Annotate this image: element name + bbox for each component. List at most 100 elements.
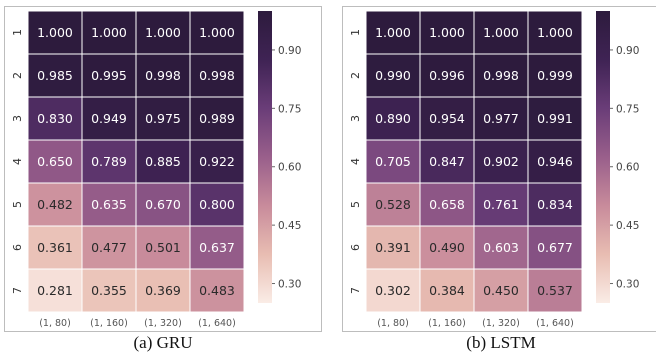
heatmap-cell [366,97,420,140]
heatmap-cell [190,183,244,226]
heatmap-cell [136,11,190,54]
heatmap-cell [28,269,82,312]
cell-value-label: 0.890 [375,111,411,126]
colorbar-tick-label: 0.60 [278,162,301,174]
cell-value-label: 0.830 [37,111,73,126]
heatmap-cell [474,11,528,54]
cell-value-label: 0.922 [199,154,235,169]
heatmap-cell [28,226,82,269]
cell-value-label: 0.482 [37,197,73,212]
cell-value-label: 0.483 [199,283,235,298]
cell-value-label: 0.705 [375,154,411,169]
heatmap-cell [474,140,528,183]
y-tick-label: 6 [349,244,362,251]
heatmap-cell [82,226,136,269]
heatmap-cell [528,54,582,97]
y-tick-label: 4 [349,158,362,165]
colorbar-tick-label: 0.45 [278,220,301,232]
lstm-caption: (b) LSTM [466,333,536,352]
cell-value-label: 0.995 [91,68,127,83]
cell-value-label: 0.670 [145,197,181,212]
cell-value-label: 0.537 [537,283,573,298]
x-tick-label: (1, 160) [90,318,128,329]
x-tick-label: (1, 80) [39,318,71,329]
heatmap-cell [28,140,82,183]
colorbar-tick-label: 0.90 [616,45,639,57]
cell-value-label: 0.946 [537,154,573,169]
heatmap-cell [82,54,136,97]
heatmap-cell [528,183,582,226]
heatmap-cell [136,183,190,226]
lstm-heatmap: 1.000 1.000 1.000 1.000 0.990 0.996 0.998 0.999… [349,11,639,329]
colorbar-tick-label: 0.30 [278,279,301,291]
heatmap-cell [82,183,136,226]
heatmap-cell [136,54,190,97]
y-tick-label: 1 [11,29,24,36]
y-tick-label: 7 [11,287,24,294]
cell-value-label: 0.355 [91,283,127,298]
heatmap-cell [28,11,82,54]
heatmap-cell [528,97,582,140]
heatmap-cell [474,269,528,312]
y-tick-label: 1 [349,29,362,36]
heatmap-cell [82,97,136,140]
heatmap-cell [366,140,420,183]
y-tick-label: 2 [11,72,24,79]
cell-value-label: 0.450 [483,283,519,298]
gru-heatmap-frame: 1.000 1.000 1.000 1.000 0.985 0.995 0.998 0.998… [4,6,322,332]
cell-value-label: 0.999 [537,68,573,83]
cell-value-label: 0.302 [375,283,411,298]
cell-value-label: 0.391 [375,240,411,255]
cell-value-label: 0.991 [537,111,573,126]
cell-value-label: 0.658 [429,197,465,212]
heatmap-cell [82,11,136,54]
cell-value-label: 0.637 [199,240,235,255]
cell-value-label: 0.998 [145,68,181,83]
cell-value-label: 1.000 [537,25,573,40]
cell-value-label: 0.902 [483,154,519,169]
heatmap-cell [366,269,420,312]
cell-value-label: 0.989 [199,111,235,126]
heatmap-cell [82,269,136,312]
heatmap-cell [420,54,474,97]
heatmap-cell [420,226,474,269]
colorbar-tick-label: 0.75 [278,103,301,115]
cell-value-label: 0.369 [145,283,181,298]
gru-caption: (a) GRU [133,333,193,352]
cell-value-label: 1.000 [199,25,235,40]
cell-value-label: 0.603 [483,240,519,255]
y-tick-label: 4 [11,158,24,165]
y-tick-label: 3 [11,115,24,122]
cell-value-label: 1.000 [429,25,465,40]
cell-value-label: 0.528 [375,197,411,212]
heatmap-cell [28,97,82,140]
x-tick-label: (1, 320) [144,318,182,329]
y-tick-label: 6 [11,244,24,251]
heatmap-cell [528,140,582,183]
heatmap-cell [420,140,474,183]
heatmap-cell [190,140,244,183]
heatmap-cell [136,269,190,312]
heatmap-cell [420,269,474,312]
cell-value-label: 1.000 [37,25,73,40]
heatmap-cell [528,11,582,54]
cell-value-label: 1.000 [145,25,181,40]
heatmap-cell [528,269,582,312]
cell-value-label: 0.677 [537,240,573,255]
cell-value-label: 0.477 [91,240,127,255]
heatmap-cell [474,226,528,269]
y-tick-label: 5 [11,201,24,208]
heatmap-cell [136,140,190,183]
heatmap-cell [420,183,474,226]
heatmap-cell [474,54,528,97]
heatmap-cell [190,54,244,97]
cell-value-label: 1.000 [483,25,519,40]
x-tick-label: (1, 320) [482,318,520,329]
y-tick-label: 2 [349,72,362,79]
cell-value-label: 0.361 [37,240,73,255]
heatmap-cell [190,226,244,269]
cell-value-label: 0.996 [429,68,465,83]
cell-value-label: 0.789 [91,154,127,169]
cell-value-label: 0.384 [429,283,465,298]
cell-value-label: 0.990 [375,68,411,83]
